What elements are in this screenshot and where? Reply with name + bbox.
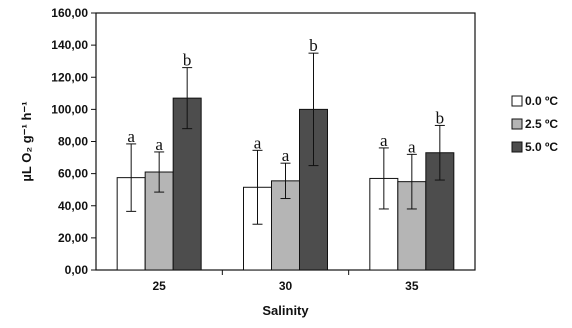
significance-letter: a: [282, 146, 290, 165]
significance-letter: a: [380, 131, 388, 150]
legend-swatch: [511, 118, 523, 130]
significance-letter: b: [436, 108, 445, 127]
legend-label: 2.5 ºC: [525, 117, 558, 131]
legend-label: 5.0 ºC: [525, 140, 558, 154]
y-tick-label: 20,00: [58, 231, 88, 245]
x-axis-title: Salinity: [262, 303, 309, 318]
y-tick-label: 60,00: [58, 167, 88, 181]
y-tick-label: 0,00: [65, 263, 89, 277]
x-axis: 25 30 35: [152, 270, 419, 293]
y-tick-label: 140,00: [51, 38, 88, 52]
legend-swatch: [511, 95, 523, 107]
y-tick-label: 80,00: [58, 135, 88, 149]
y-axis: 0,00 20,00 40,00 60,00 80,00 100,00 120,00 140,…: [51, 6, 96, 277]
significance-letter: a: [127, 127, 135, 146]
y-tick-label: 120,00: [51, 70, 88, 84]
legend: 0.0 ºC 2.5 ºC 5.0 ºC: [511, 94, 558, 154]
significance-letter: a: [155, 135, 163, 154]
legend-label: 0.0 ºC: [525, 94, 558, 108]
x-tick-label: 30: [279, 279, 293, 293]
significance-letter: b: [183, 51, 192, 70]
y-tick-label: 40,00: [58, 199, 88, 213]
bar: [299, 108, 328, 271]
x-tick-label: 25: [152, 279, 166, 293]
legend-swatch: [511, 141, 523, 153]
y-tick-label: 100,00: [51, 102, 88, 116]
y-axis-title: µL O₂ g⁻¹ h⁻¹: [19, 101, 34, 181]
y-tick-label: 160,00: [51, 6, 88, 20]
bars: a a b a a b a a b: [116, 36, 455, 271]
x-tick-label: 35: [405, 279, 419, 293]
significance-letter: a: [254, 133, 262, 152]
significance-letter: a: [408, 137, 416, 156]
significance-letter: b: [309, 36, 318, 55]
